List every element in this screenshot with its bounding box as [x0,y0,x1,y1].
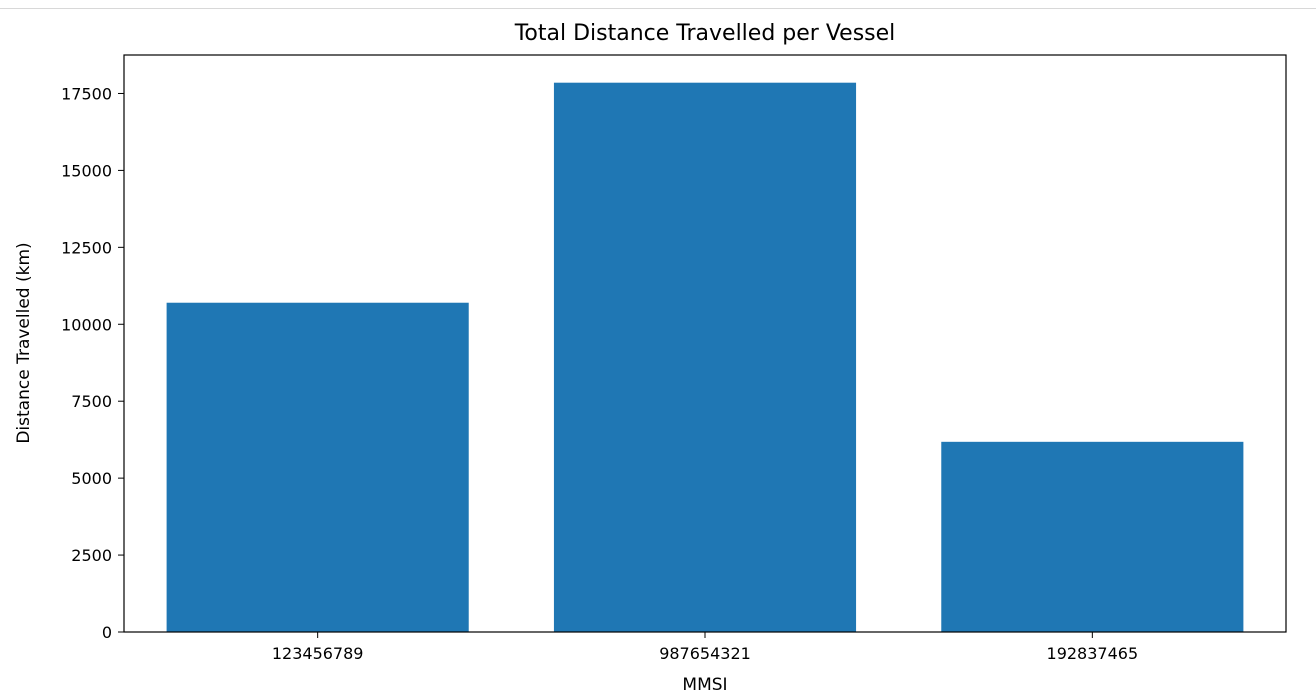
y-tick-label: 17500 [61,84,112,103]
y-tick-label: 10000 [61,315,112,334]
x-tick-label: 192837465 [1047,644,1139,663]
bar-987654321 [553,82,857,633]
x-tick-label: 987654321 [659,644,751,663]
plot-frame [123,54,1287,633]
y-tick-label: 12500 [61,238,112,257]
y-tick-label: 15000 [61,161,112,180]
y-tick-label: 0 [102,623,112,642]
y-axis-label: Distance Travelled (km) [14,242,34,443]
chart-title: Total Distance Travelled per Vessel [514,21,896,46]
x-axis-label: MMSI [682,675,727,695]
x-tick-label: 123456789 [272,644,364,663]
y-tick-label: 7500 [71,392,112,411]
top-divider [0,0,1316,9]
y-tick-label: 5000 [71,469,112,488]
y-tick-label: 2500 [71,546,112,565]
bar-123456789 [166,302,469,632]
bar-192837465 [941,441,1244,632]
